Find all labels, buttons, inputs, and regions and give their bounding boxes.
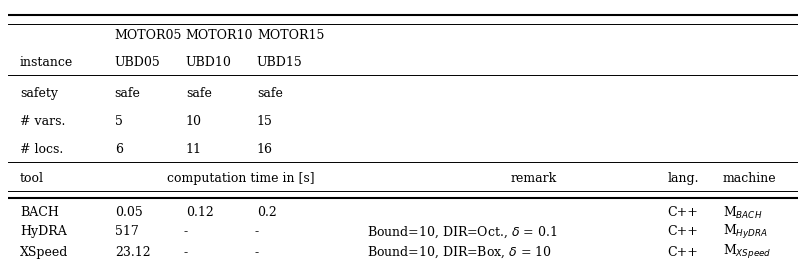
Text: 10: 10 bbox=[185, 115, 202, 128]
Text: computation time in [s]: computation time in [s] bbox=[168, 172, 315, 185]
Text: safe: safe bbox=[114, 88, 140, 100]
Text: lang.: lang. bbox=[667, 172, 699, 185]
Text: 23.12: 23.12 bbox=[114, 246, 150, 259]
Text: UBD15: UBD15 bbox=[257, 56, 302, 69]
Text: instance: instance bbox=[20, 56, 73, 69]
Text: UBD10: UBD10 bbox=[185, 56, 231, 69]
Text: safety: safety bbox=[20, 88, 58, 100]
Text: # vars.: # vars. bbox=[20, 115, 65, 128]
Text: C++: C++ bbox=[667, 225, 699, 238]
Text: MOTOR10: MOTOR10 bbox=[185, 29, 253, 42]
Text: Bound=10, DIR=Oct., $\delta$ = 0.1: Bound=10, DIR=Oct., $\delta$ = 0.1 bbox=[368, 224, 558, 240]
Text: Bound=10, DIR=Box, $\delta$ = 10: Bound=10, DIR=Box, $\delta$ = 10 bbox=[368, 245, 552, 260]
Text: 0.12: 0.12 bbox=[185, 206, 214, 219]
Text: safe: safe bbox=[257, 88, 283, 100]
Text: -: - bbox=[255, 246, 259, 259]
Text: MOTOR15: MOTOR15 bbox=[257, 29, 324, 42]
Text: 16: 16 bbox=[257, 143, 273, 156]
Text: 15: 15 bbox=[257, 115, 272, 128]
Text: machine: machine bbox=[723, 172, 776, 185]
Text: HyDRA: HyDRA bbox=[20, 225, 67, 238]
Text: 11: 11 bbox=[185, 143, 202, 156]
Text: remark: remark bbox=[510, 172, 556, 185]
Text: BACH: BACH bbox=[20, 206, 59, 219]
Text: safe: safe bbox=[185, 88, 212, 100]
Text: 0.2: 0.2 bbox=[257, 206, 276, 219]
Text: UBD05: UBD05 bbox=[114, 56, 160, 69]
Text: -: - bbox=[184, 246, 188, 259]
Text: 0.05: 0.05 bbox=[114, 206, 143, 219]
Text: tool: tool bbox=[20, 172, 44, 185]
Text: M$_{XSpeed}$: M$_{XSpeed}$ bbox=[723, 243, 771, 261]
Text: # locs.: # locs. bbox=[20, 143, 63, 156]
Text: MOTOR05: MOTOR05 bbox=[114, 29, 182, 42]
Text: C++: C++ bbox=[667, 206, 699, 219]
Text: -: - bbox=[255, 225, 259, 238]
Text: C++: C++ bbox=[667, 246, 699, 259]
Text: 5: 5 bbox=[114, 115, 123, 128]
Text: 517: 517 bbox=[114, 225, 139, 238]
Text: XSpeed: XSpeed bbox=[20, 246, 69, 259]
Text: M$_{BACH}$: M$_{BACH}$ bbox=[723, 205, 762, 221]
Text: M$_{HyDRA}$: M$_{HyDRA}$ bbox=[723, 223, 768, 241]
Text: 6: 6 bbox=[114, 143, 123, 156]
Text: -: - bbox=[184, 225, 188, 238]
